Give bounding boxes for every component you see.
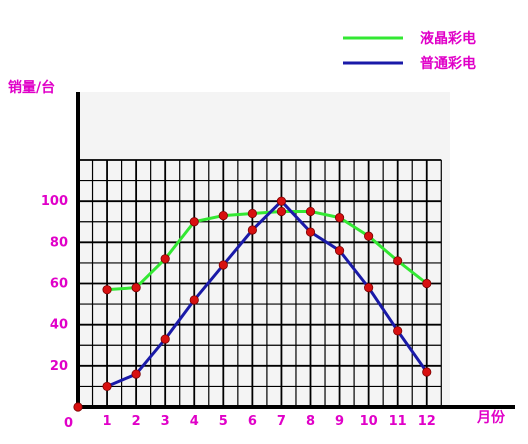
x-tick-label-1: 1	[103, 414, 112, 429]
lcd-point-9	[334, 213, 345, 223]
crt-point-11	[393, 326, 403, 336]
lcd-point-12	[422, 278, 432, 289]
lcd-point-10	[364, 231, 374, 241]
x-tick-label-5: 5	[219, 414, 228, 429]
origin-label: 0	[64, 416, 73, 431]
origin-point	[73, 402, 83, 412]
lcd-point-7	[276, 206, 287, 217]
legend: 液晶彩电 普通彩电	[343, 30, 476, 72]
y-tick-label-20: 20	[50, 359, 68, 374]
lcd-point-4	[189, 217, 199, 227]
x-tick-label-6: 6	[248, 414, 257, 429]
lcd-point-1	[102, 285, 112, 295]
x-tick-label-9: 9	[335, 414, 344, 429]
series-layer	[105, 199, 429, 388]
crt-point-4	[189, 295, 199, 305]
legend-label-lcd: 液晶彩电	[420, 30, 476, 47]
x-axis-label: 月份	[476, 409, 506, 426]
x-tick-label-11: 11	[389, 414, 407, 429]
legend-label-crt: 普通彩电	[420, 55, 476, 72]
series-line-crt	[105, 199, 429, 388]
y-tick-label-80: 80	[50, 235, 68, 250]
crt-point-12	[422, 367, 432, 377]
y-tick-label-60: 60	[50, 277, 68, 292]
x-tick-label-3: 3	[161, 414, 170, 429]
x-tick-label-12: 12	[418, 414, 436, 429]
crt-point-10	[364, 283, 374, 293]
lcd-point-6	[247, 208, 257, 219]
crt-point-9	[334, 245, 345, 256]
y-tick-label-100: 100	[41, 194, 68, 209]
crt-point-8	[305, 227, 316, 237]
crt-point-3	[160, 334, 170, 344]
y-axis-label: 销量/台	[8, 79, 55, 96]
lcd-point-5	[218, 210, 228, 221]
crt-point-7	[276, 196, 287, 206]
axes-layer	[76, 92, 515, 409]
x-tick-label-8: 8	[306, 414, 315, 429]
crt-point-6	[247, 225, 257, 235]
series-line-lcd	[105, 209, 429, 292]
crt-point-1	[102, 381, 112, 392]
marker-layer	[73, 196, 432, 412]
x-tick-label-7: 7	[277, 414, 286, 429]
y-tick-label-40: 40	[50, 318, 68, 333]
x-tick-label-4: 4	[190, 414, 199, 429]
lcd-point-11	[393, 256, 403, 266]
x-tick-label-10: 10	[360, 414, 378, 429]
lcd-point-3	[160, 254, 170, 264]
lcd-point-2	[131, 283, 141, 293]
crt-point-5	[218, 260, 228, 270]
x-tick-label-2: 2	[132, 414, 141, 429]
plot-background	[78, 92, 450, 407]
lcd-point-8	[305, 206, 316, 217]
grid-layer	[78, 159, 442, 407]
crt-point-2	[131, 369, 141, 379]
